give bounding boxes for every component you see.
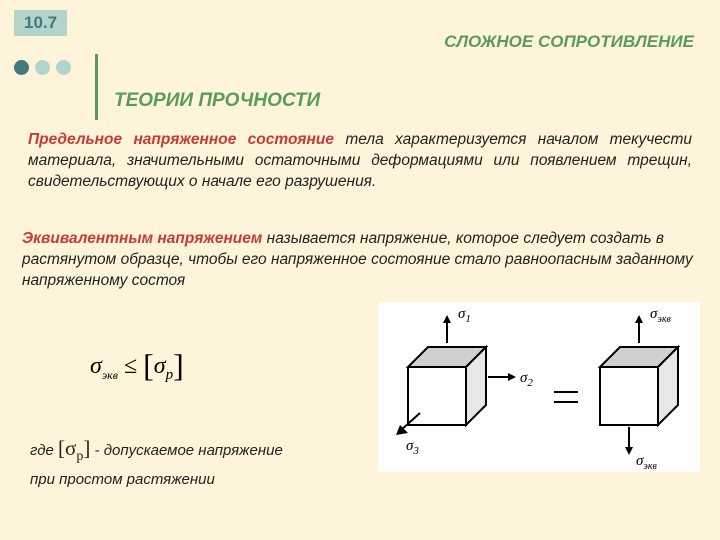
note-line2: при простом растяжении — [30, 471, 215, 488]
sigma-ekv-bot-label: σэкв — [636, 453, 657, 472]
para2-lead: Эквивалентным напряжением — [22, 230, 262, 247]
circle-1 — [14, 60, 29, 75]
note-prefix: где — [30, 442, 58, 459]
header-right: СЛОЖНОЕ СОПРОТИВЛЕНИЕ — [444, 32, 694, 52]
note-mid: - допускаемое напряжение — [90, 442, 282, 459]
formula-lhs-sub: экв — [102, 368, 118, 382]
sigma3-label: σ3 — [406, 438, 419, 457]
sigma2-label: σ2 — [520, 370, 533, 389]
circle-2 — [35, 60, 50, 75]
vertical-divider — [95, 54, 98, 120]
subtitle: ТЕОРИИ ПРОЧНОСТИ — [114, 90, 320, 112]
nav-circles — [14, 60, 71, 75]
formula: σэкв ≤ [σp] — [90, 344, 184, 384]
paragraph-2: Эквивалентным напряжением называется нап… — [22, 229, 694, 292]
cube-diagram: σ1 σ2 σ3 σэкв σэкв — [378, 302, 700, 472]
sigma-ekv-top-label: σэкв — [650, 306, 671, 325]
para1-lead: Предельное напряженное состояние — [28, 131, 334, 148]
sigma1-label: σ1 — [458, 306, 471, 325]
paragraph-1: Предельное напряженное состояние тела ха… — [28, 130, 692, 193]
section-badge: 10.7 — [14, 10, 67, 36]
note: где [σр] - допускаемое напряжение при пр… — [30, 432, 370, 491]
note-sigma-sub: р — [76, 449, 83, 464]
circle-3 — [56, 60, 71, 75]
